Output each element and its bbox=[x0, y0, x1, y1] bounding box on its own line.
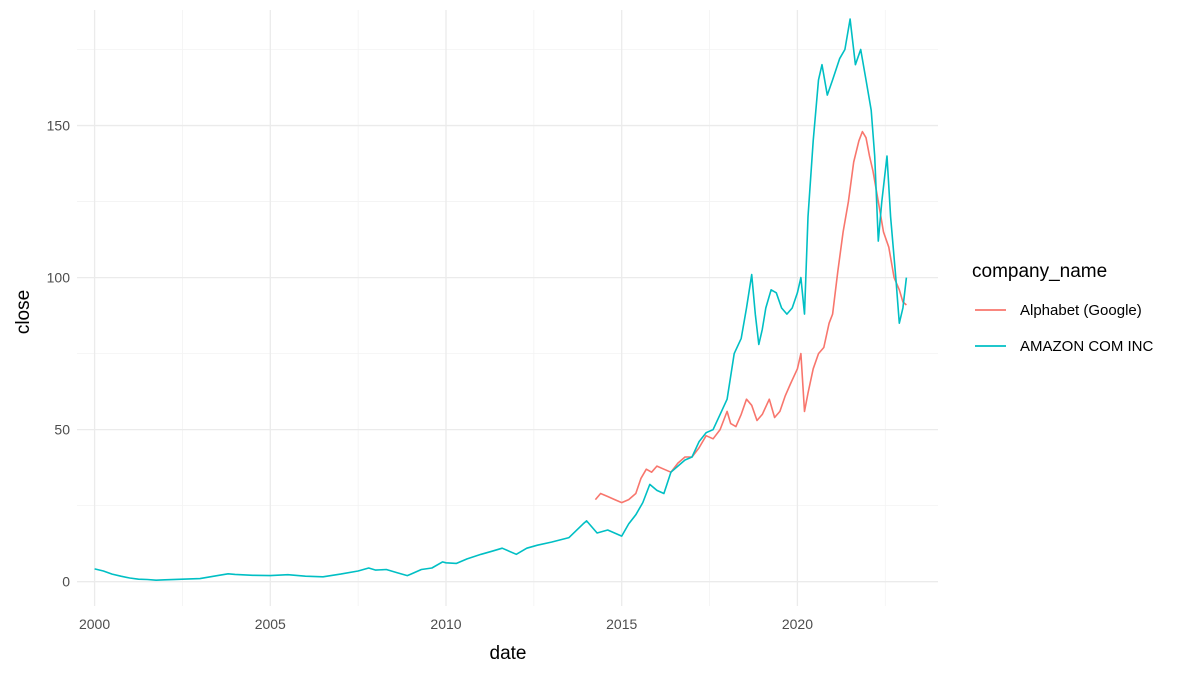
y-tick-label: 0 bbox=[62, 574, 70, 590]
series-line-alphabet bbox=[594, 130, 907, 504]
y-tick-label: 50 bbox=[54, 422, 70, 438]
legend-item-alphabet: Alphabet (Google) bbox=[975, 302, 1142, 319]
legend: company_name Alphabet (Google) AMAZON CO… bbox=[972, 261, 1153, 355]
x-tick-label: 2020 bbox=[782, 616, 813, 632]
x-tick-label: 2005 bbox=[255, 616, 286, 632]
x-axis-ticks: 2000 2005 2010 2015 2020 bbox=[79, 616, 813, 632]
y-tick-label: 100 bbox=[47, 270, 71, 286]
y-axis-title: close bbox=[13, 290, 34, 334]
y-axis-ticks: 0 50 100 150 bbox=[47, 118, 71, 590]
x-tick-label: 2015 bbox=[606, 616, 637, 632]
y-tick-label: 150 bbox=[47, 118, 71, 134]
legend-label-amazon: AMAZON COM INC bbox=[1020, 338, 1153, 355]
legend-title: company_name bbox=[972, 261, 1107, 282]
x-tick-label: 2010 bbox=[430, 616, 461, 632]
legend-label-alphabet: Alphabet (Google) bbox=[1020, 302, 1142, 319]
x-axis-title: date bbox=[490, 643, 527, 664]
x-tick-label: 2000 bbox=[79, 616, 110, 632]
plot-series bbox=[94, 18, 908, 581]
series-line-amazon bbox=[94, 18, 908, 581]
legend-item-amazon: AMAZON COM INC bbox=[975, 338, 1153, 355]
plot-grid bbox=[77, 10, 938, 606]
